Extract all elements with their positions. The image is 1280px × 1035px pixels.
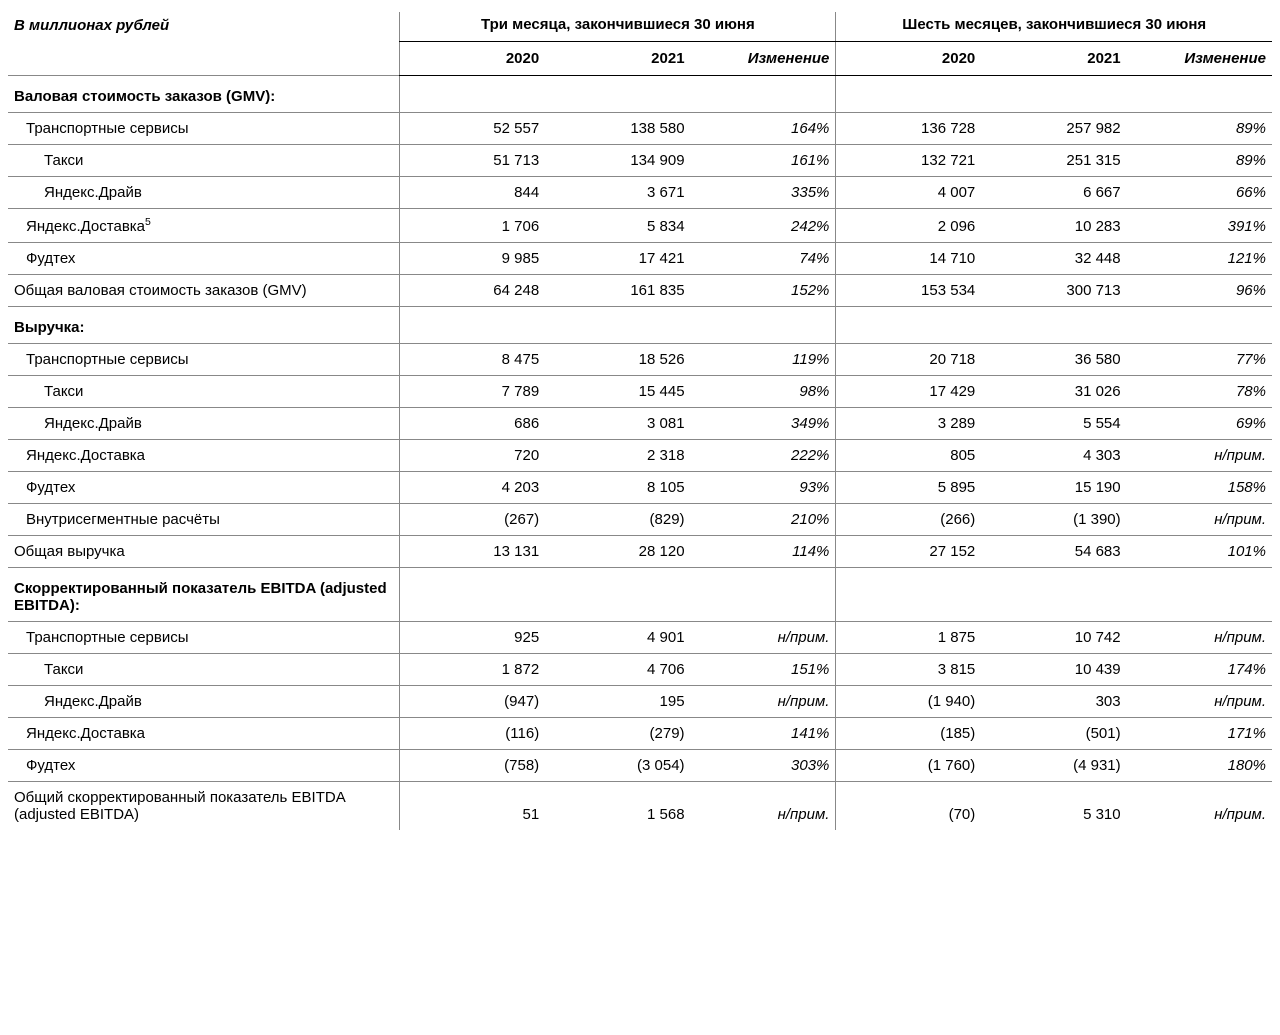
period-header-6m: Шесть месяцев, закончившиеся 30 июня — [836, 12, 1272, 42]
row-label: Общая выручка — [8, 536, 400, 568]
col-change-6m: Изменение — [1127, 42, 1272, 76]
row-label: Яндекс.Драйв — [8, 177, 400, 209]
table-row: Такси7 78915 44598%17 42931 02678% — [8, 376, 1272, 408]
row-label: Такси — [8, 376, 400, 408]
section-header: Скорректированный показатель EBITDA (adj… — [8, 568, 1272, 622]
table-row: Внутрисегментные расчёты(267)(829)210%(2… — [8, 504, 1272, 536]
row-label: Яндекс.Драйв — [8, 408, 400, 440]
row-label: Внутрисегментные расчёты — [8, 504, 400, 536]
row-label: Фудтех — [8, 243, 400, 275]
total-row: Общая валовая стоимость заказов (GMV)64 … — [8, 275, 1272, 307]
table-row: Яндекс.Драйв8443 671335%4 0076 66766% — [8, 177, 1272, 209]
col-change-3m: Изменение — [691, 42, 836, 76]
total-row: Общий скорректированный показатель EBITD… — [8, 782, 1272, 831]
row-label: Общая валовая стоимость заказов (GMV) — [8, 275, 400, 307]
period-header-3m: Три месяца, закончившиеся 30 июня — [400, 12, 836, 42]
table-row: Фудтех9 98517 42174%14 71032 448121% — [8, 243, 1272, 275]
col-2020-6m: 2020 — [836, 42, 981, 76]
table-row: Транспортные сервисы52 557138 580164%136… — [8, 113, 1272, 145]
table-row: Транспортные сервисы8 47518 526119%20 71… — [8, 344, 1272, 376]
row-label: Транспортные сервисы — [8, 113, 400, 145]
financial-table: В миллионах рублей Три месяца, закончивш… — [8, 12, 1272, 830]
table-row: Фудтех(758)(3 054)303%(1 760)(4 931)180% — [8, 750, 1272, 782]
row-label: Такси — [8, 145, 400, 177]
col-2021-6m: 2021 — [981, 42, 1126, 76]
table-row: Яндекс.Доставка51 7065 834242%2 09610 28… — [8, 209, 1272, 243]
table-row: Яндекс.Драйв(947)195н/прим.(1 940)303н/п… — [8, 686, 1272, 718]
row-label: Яндекс.Доставка — [8, 440, 400, 472]
col-2020-3m: 2020 — [400, 42, 545, 76]
row-label: Общий скорректированный показатель EBITD… — [8, 782, 400, 831]
table-row: Яндекс.Доставка7202 318222%8054 303н/при… — [8, 440, 1272, 472]
section-header: Выручка: — [8, 307, 1272, 344]
table-row: Такси51 713134 909161%132 721251 31589% — [8, 145, 1272, 177]
row-label: Выручка: — [8, 307, 400, 344]
row-label: Яндекс.Доставка — [8, 718, 400, 750]
row-label: Скорректированный показатель EBITDA (adj… — [8, 568, 400, 622]
total-row: Общая выручка13 13128 120114%27 15254 68… — [8, 536, 1272, 568]
row-label: Фудтех — [8, 750, 400, 782]
row-label: Фудтех — [8, 472, 400, 504]
section-header: Валовая стоимость заказов (GMV): — [8, 76, 1272, 113]
table-row: Яндекс.Доставка(116)(279)141%(185)(501)1… — [8, 718, 1272, 750]
table-row: Транспортные сервисы9254 901н/прим.1 875… — [8, 622, 1272, 654]
col-2021-3m: 2021 — [545, 42, 690, 76]
row-label: Транспортные сервисы — [8, 622, 400, 654]
row-label: Валовая стоимость заказов (GMV): — [8, 76, 400, 113]
row-label: Яндекс.Драйв — [8, 686, 400, 718]
table-row: Яндекс.Драйв6863 081349%3 2895 55469% — [8, 408, 1272, 440]
row-label: Такси — [8, 654, 400, 686]
row-label: Яндекс.Доставка5 — [8, 209, 400, 243]
units-label: В миллионах рублей — [8, 12, 400, 42]
table-row: Такси1 8724 706151%3 81510 439174% — [8, 654, 1272, 686]
row-label: Транспортные сервисы — [8, 344, 400, 376]
table-row: Фудтех4 2038 10593%5 89515 190158% — [8, 472, 1272, 504]
